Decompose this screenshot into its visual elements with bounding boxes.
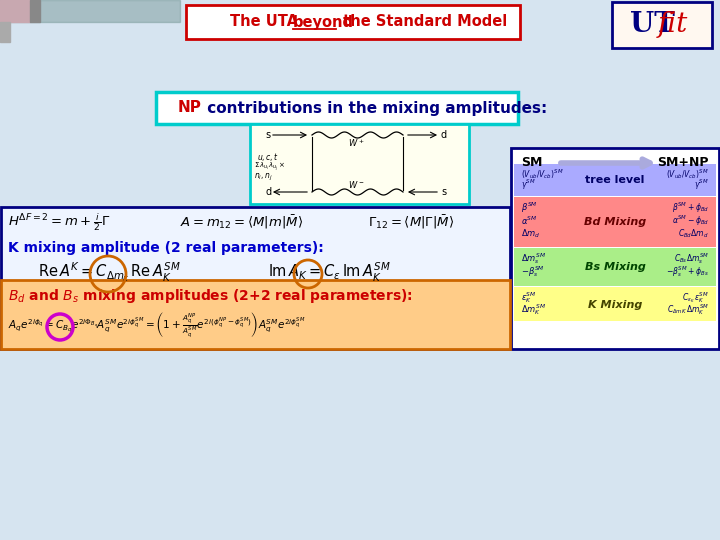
FancyArrowPatch shape [561,159,650,167]
FancyBboxPatch shape [514,164,716,196]
Text: $W^-$: $W^-$ [348,179,364,190]
FancyBboxPatch shape [1,280,510,349]
Text: $\Sigma\,\lambda_{u_i}\lambda_{u_j}\times$: $\Sigma\,\lambda_{u_i}\lambda_{u_j}\time… [254,161,285,173]
Text: s: s [442,187,447,197]
Text: d: d [265,187,271,197]
Text: $C_{\Delta mK}\,\Delta m_K^{SM}$: $C_{\Delta mK}\,\Delta m_K^{SM}$ [667,302,709,318]
FancyBboxPatch shape [612,2,712,48]
FancyBboxPatch shape [511,148,719,349]
Text: Bd Mixing: Bd Mixing [584,217,646,227]
Text: $\Delta m_d$: $\Delta m_d$ [521,228,541,240]
Bar [0,0,180,22]
Text: $B_d$ and $B_s$ mixing amplitudes (2+2 real parameters):: $B_d$ and $B_s$ mixing amplitudes (2+2 r… [8,287,413,305]
Text: fit: fit [658,11,688,38]
Text: $W^+$: $W^+$ [348,137,364,149]
Text: $C_{Bd}\Delta m_d$: $C_{Bd}\Delta m_d$ [678,228,709,240]
Text: $\gamma^{SM}$: $\gamma^{SM}$ [521,178,536,192]
Text: d: d [441,130,447,140]
Text: K Mixing: K Mixing [588,300,642,310]
Bar [0,0,30,22]
Text: $\beta^{SM}+\phi_{Bd}$: $\beta^{SM}+\phi_{Bd}$ [672,201,709,215]
Text: $\alpha^{SM}$: $\alpha^{SM}$ [521,215,538,227]
Bar [0,22,10,42]
Text: contributions in the mixing amplitudes:: contributions in the mixing amplitudes: [202,100,547,116]
Text: K mixing amplitude (2 real parameters):: K mixing amplitude (2 real parameters): [8,241,324,255]
Text: SM+NP: SM+NP [657,157,709,170]
Text: $C_{\varepsilon_K}\,\varepsilon_K^{SM}$: $C_{\varepsilon_K}\,\varepsilon_K^{SM}$ [683,291,709,306]
Text: Bs Mixing: Bs Mixing [585,262,645,272]
Text: $-\beta_s^{SM}$: $-\beta_s^{SM}$ [521,265,544,280]
Text: $A=m_{12}=\langle M|m|\bar{M}\rangle$: $A=m_{12}=\langle M|m|\bar{M}\rangle$ [180,213,303,231]
Text: NP: NP [178,100,202,116]
Text: SM: SM [521,157,542,170]
FancyBboxPatch shape [514,287,716,321]
Text: $u,c,t$: $u,c,t$ [257,151,279,163]
Text: $\Delta m_K^{SM}$: $\Delta m_K^{SM}$ [521,302,546,318]
Text: the Standard Model: the Standard Model [338,15,508,30]
Text: $\mathrm{Im}\,A_K = C_\varepsilon\,\mathrm{Im}\,A_K^{SM}$: $\mathrm{Im}\,A_K = C_\varepsilon\,\math… [268,260,391,284]
Text: $\Delta m_s^{SM}$: $\Delta m_s^{SM}$ [521,252,546,266]
FancyBboxPatch shape [250,124,469,204]
Text: $A_q e^{2i\phi_q} = C_{B_q} e^{2i\Phi_{B_q}} A_q^{SM} e^{2i\phi_q^{SM}} = \left(: $A_q e^{2i\phi_q} = C_{B_q} e^{2i\Phi_{B… [8,310,305,340]
Text: beyond: beyond [293,15,354,30]
FancyBboxPatch shape [514,197,716,247]
Text: $(V_{ub}/V_{cb})^{SM}$: $(V_{ub}/V_{cb})^{SM}$ [667,167,709,181]
Text: $\Gamma_{12}=\langle M|\Gamma|\bar{M}\rangle$: $\Gamma_{12}=\langle M|\Gamma|\bar{M}\ra… [368,213,454,231]
Text: $\varepsilon_K^{SM}$: $\varepsilon_K^{SM}$ [521,291,536,306]
Text: $C_{Bs}\Delta m_s^{SM}$: $C_{Bs}\Delta m_s^{SM}$ [674,252,709,266]
Text: UT: UT [630,11,675,38]
FancyBboxPatch shape [186,5,520,39]
Text: s: s [265,130,270,140]
Text: tree level: tree level [585,175,644,185]
Text: $\mathrm{Re}\,A^K = C_{\Delta m_K}\,\mathrm{Re}\,A_K^{SM}$: $\mathrm{Re}\,A^K = C_{\Delta m_K}\,\mat… [38,260,181,284]
Bar [30,0,40,22]
FancyBboxPatch shape [514,248,716,286]
Text: $\gamma^{SM}$: $\gamma^{SM}$ [694,178,709,192]
Text: $\alpha^{SM}-\phi_{Bd}$: $\alpha^{SM}-\phi_{Bd}$ [672,214,709,228]
Text: The UTA: The UTA [230,15,303,30]
FancyBboxPatch shape [156,92,518,124]
Text: $H^{\Delta F=2}=m+\frac{i}{2}\Gamma$: $H^{\Delta F=2}=m+\frac{i}{2}\Gamma$ [8,211,110,233]
Text: $n_i,n_j$: $n_i,n_j$ [254,172,273,183]
Text: $(V_{ub}/V_{cb})^{SM}$: $(V_{ub}/V_{cb})^{SM}$ [521,167,564,181]
FancyBboxPatch shape [1,207,510,349]
Text: $\beta^{SM}$: $\beta^{SM}$ [521,201,538,215]
Text: $-\beta_s^{SM}+\phi_{Bs}$: $-\beta_s^{SM}+\phi_{Bs}$ [666,265,709,280]
